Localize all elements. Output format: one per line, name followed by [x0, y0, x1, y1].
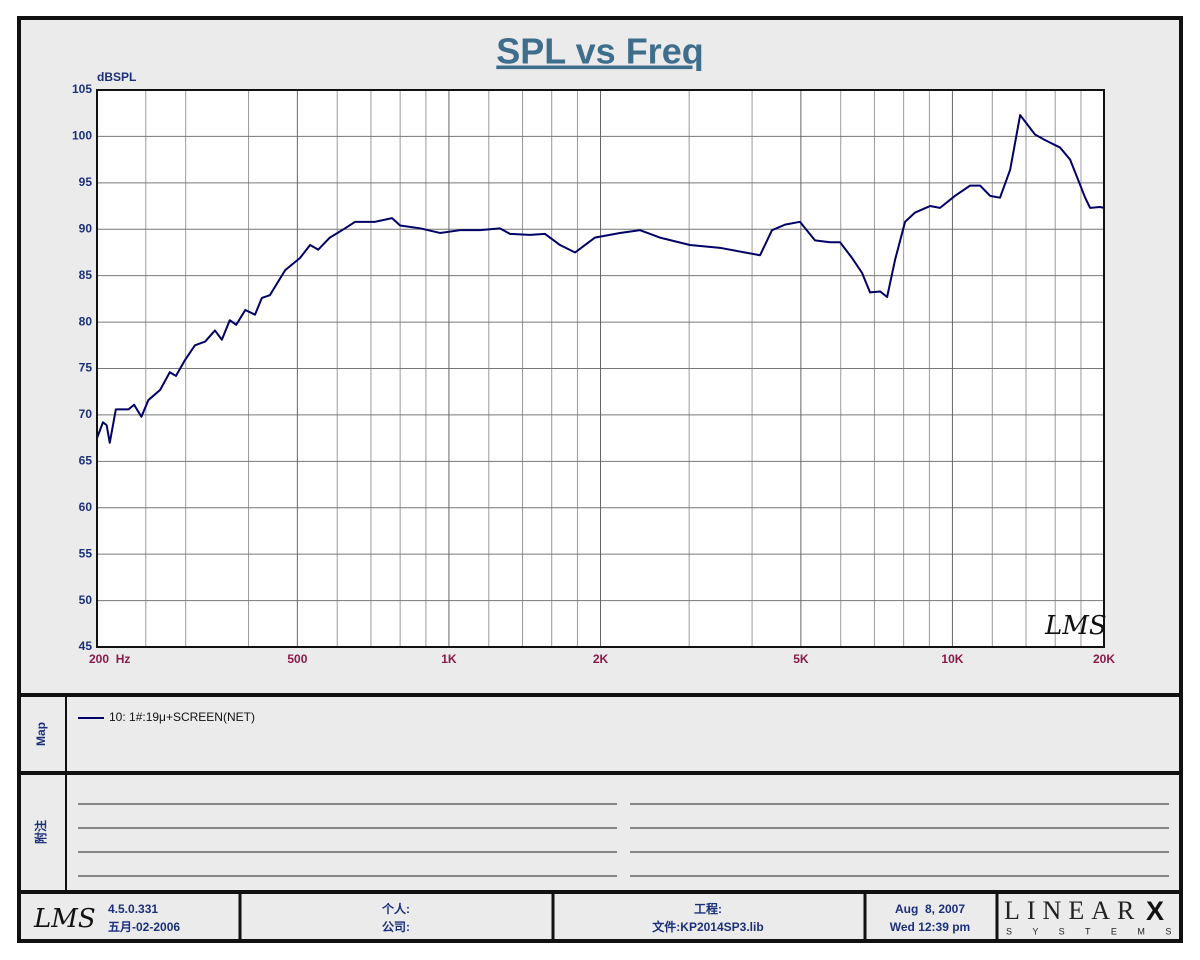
legend-label: 10: 1#:19μ+SCREEN(NET)	[109, 710, 255, 724]
y-tick-label: 50	[79, 593, 93, 607]
plot	[96, 89, 1105, 648]
panel-label: Map	[34, 722, 48, 746]
x-tick-label: 200 Hz	[89, 652, 130, 666]
x-tick-label: 500	[287, 652, 307, 666]
y-tick-label: 80	[79, 314, 93, 328]
chart-title: SPL vs Freq	[496, 31, 703, 72]
version: 4.5.0.331	[108, 902, 158, 916]
y-tick-label: 55	[79, 546, 93, 560]
note-lines	[78, 803, 1169, 877]
project: 工程:	[694, 901, 722, 916]
file: 文件:KP2014SP3.lib	[652, 919, 763, 934]
watermark: LMS	[1044, 611, 1107, 641]
brand-sub: S Y S T E M S	[1006, 926, 1180, 936]
date: Aug 8, 2007	[895, 902, 965, 916]
x-tick-label: 20K	[1093, 652, 1115, 666]
y-axis-label: dBSPL	[97, 70, 136, 84]
brand: LINEAR	[1004, 896, 1141, 925]
y-tick-label: 60	[79, 500, 93, 514]
build-date: 五月-02-2006	[108, 920, 180, 934]
x-tick-label: 1K	[441, 652, 457, 666]
y-tick-label: 95	[79, 175, 93, 189]
x-tick-label: 2K	[593, 652, 609, 666]
series-line	[96, 114, 1105, 444]
plot-border	[96, 89, 1105, 648]
person: 个人:	[381, 901, 410, 916]
y-tick-label: 85	[79, 268, 93, 282]
y-tick-label: 75	[79, 361, 93, 375]
footer-logo: LMS	[33, 904, 96, 934]
time: Wed 12:39 pm	[890, 920, 970, 934]
y-tick-label: 105	[72, 82, 92, 96]
company: 公司:	[382, 920, 410, 934]
y-tick-label: 65	[79, 454, 93, 468]
y-tick-label: 90	[79, 221, 93, 235]
panel-label: 附注	[33, 820, 48, 844]
x-tick-label: 10K	[941, 652, 963, 666]
brand-x: X	[1146, 896, 1164, 926]
y-tick-label: 100	[72, 129, 92, 143]
y-tick-label: 70	[79, 407, 93, 421]
y-tick-label: 45	[79, 639, 93, 653]
x-tick-label: 5K	[793, 652, 809, 666]
